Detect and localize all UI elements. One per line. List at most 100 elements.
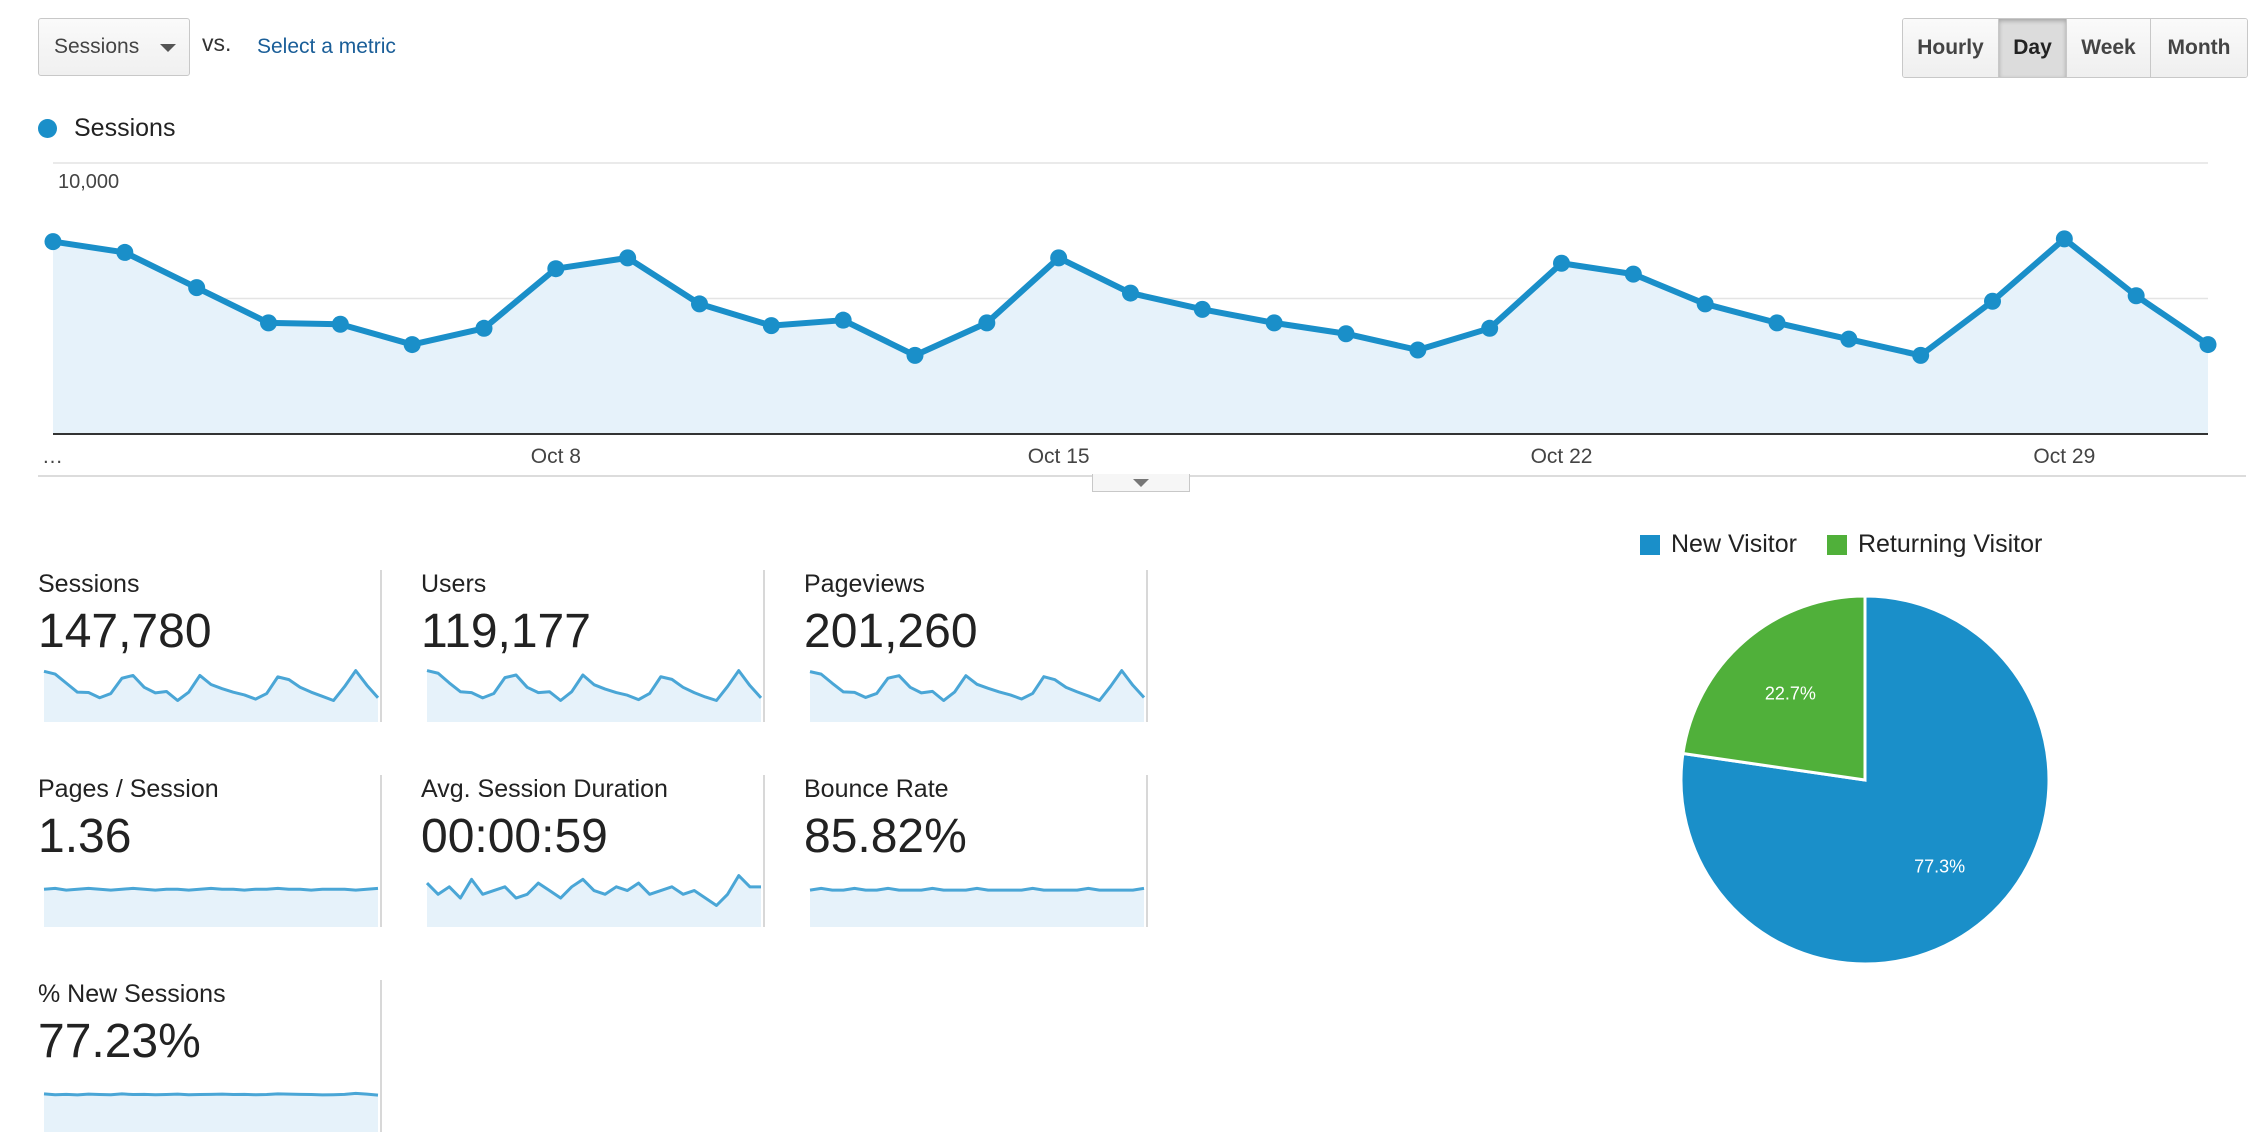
metric-tile-sessions[interactable]: Sessions 147,780 [38,570,382,722]
metric-tile-new-sessions[interactable]: % New Sessions 77.23% [38,980,382,1132]
vs-label: vs. [202,30,232,56]
metric-tile-avg-session-duration[interactable]: Avg. Session Duration 00:00:59 [421,775,765,927]
metric-value: 201,260 [804,605,978,658]
metric-label: Bounce Rate [804,775,949,803]
metric-value: 85.82% [804,810,967,863]
metric-value: 1.36 [38,810,132,863]
sparkline-area [810,888,1144,927]
metric-value: 147,780 [38,605,212,658]
sparkline-area [44,888,378,927]
pie-slice-label: 22.7% [1765,684,1816,704]
metric-label: Pages / Session [38,775,219,803]
select-metric-link[interactable]: Select a metric [257,35,396,58]
data-point [2199,336,2217,354]
sparkline-line [43,669,380,703]
pie-slice [1681,594,1867,782]
data-point [547,260,565,278]
pie-legend-label: Returning Visitor [1857,530,2043,558]
data-point [2055,230,2073,248]
data-point [762,317,780,335]
data-point [475,319,493,337]
period-day-button[interactable]: Day [1999,19,2067,77]
metric-value: 00:00:59 [421,810,608,863]
period-week-button[interactable]: Week [2067,19,2151,77]
legend-label-sessions: Sessions [74,114,176,142]
data-point [331,315,349,333]
sparkline [425,874,761,927]
data-point [978,314,996,332]
data-point [1409,341,1427,359]
legend-swatch-icon [1640,534,1660,555]
period-hourly-button[interactable]: Hourly [1903,19,1999,77]
period-toggle-group: Hourly Day Week Month [1902,18,2248,78]
pie-legend-item-new: New Visitor [1640,530,1797,559]
x-tick-label: Oct 15 [1028,445,1090,468]
sparkline-area [44,1093,378,1132]
metric-label: % New Sessions [38,980,226,1008]
sparkline [426,669,763,722]
sparkline [809,669,1146,722]
data-point [1840,330,1858,348]
sparkline-line [809,886,1145,892]
metric-label: Avg. Session Duration [421,775,668,803]
chevron-down-icon [160,44,176,52]
data-point [1553,254,1570,272]
metric-dropdown[interactable]: Sessions [38,18,190,76]
data-point [1265,314,1283,332]
pie-legend: New Visitor Returning Visitor [1640,530,2072,559]
metric-tile-bounce-rate[interactable]: Bounce Rate 85.82% [804,775,1148,927]
chart-collapse-toggle[interactable] [1092,474,1190,492]
x-tick-label: Oct 22 [1531,445,1593,468]
metric-label: Users [421,570,487,598]
sparkline [43,886,379,927]
metric-tile-users[interactable]: Users 119,177 [421,570,765,722]
data-point [260,314,277,332]
data-point [1050,249,1068,267]
period-month-button[interactable]: Month [2151,19,2247,77]
legend-dot-icon [38,119,57,138]
pie-legend-label: New Visitor [1671,530,1797,558]
sparkline [43,669,380,722]
metric-dropdown-value: Sessions [54,35,140,58]
sparkline-line [426,669,763,703]
metric-tile-pages-per-session[interactable]: Pages / Session 1.36 [38,775,382,927]
metric-value: 77.23% [38,1015,201,1068]
sparkline [43,1091,379,1132]
sparkline-line [43,886,379,892]
data-point [691,295,708,313]
data-point [1624,265,1642,283]
data-point [1337,325,1355,343]
data-point [1912,346,1930,364]
y-tick-label: 10,000 [58,171,119,193]
data-point [1768,314,1786,332]
data-point [1481,319,1499,337]
x-tick-label: Oct 29 [2033,445,2095,468]
x-tick-label: Oct 8 [531,445,581,468]
metric-label: Sessions [38,570,140,598]
data-point [188,279,206,297]
pie-legend-item-returning: Returning Visitor [1826,530,2043,559]
caret-down-icon [1133,479,1149,487]
sparkline-area [44,670,378,722]
data-point [44,233,62,251]
legend-swatch-icon [1826,534,1847,555]
metric-label: Pageviews [804,570,925,598]
data-point [1193,300,1211,318]
data-point [619,249,637,267]
sparkline [809,886,1145,927]
area-fill [53,238,2208,434]
data-point [1984,292,2001,310]
sparkline-line [809,669,1146,703]
data-point [116,243,134,261]
sparkline-area [427,875,761,927]
data-point [2127,287,2145,305]
data-point [403,336,421,354]
visitor-type-pie-chart: 77.3% 22.7% [1679,594,2051,966]
sparkline-line [43,1091,379,1097]
data-point [834,311,852,329]
data-point [906,346,924,364]
metric-tile-pageviews[interactable]: Pageviews 201,260 [804,570,1148,722]
metric-value: 119,177 [421,605,591,658]
pie-slice-label: 77.3% [1914,856,1965,876]
